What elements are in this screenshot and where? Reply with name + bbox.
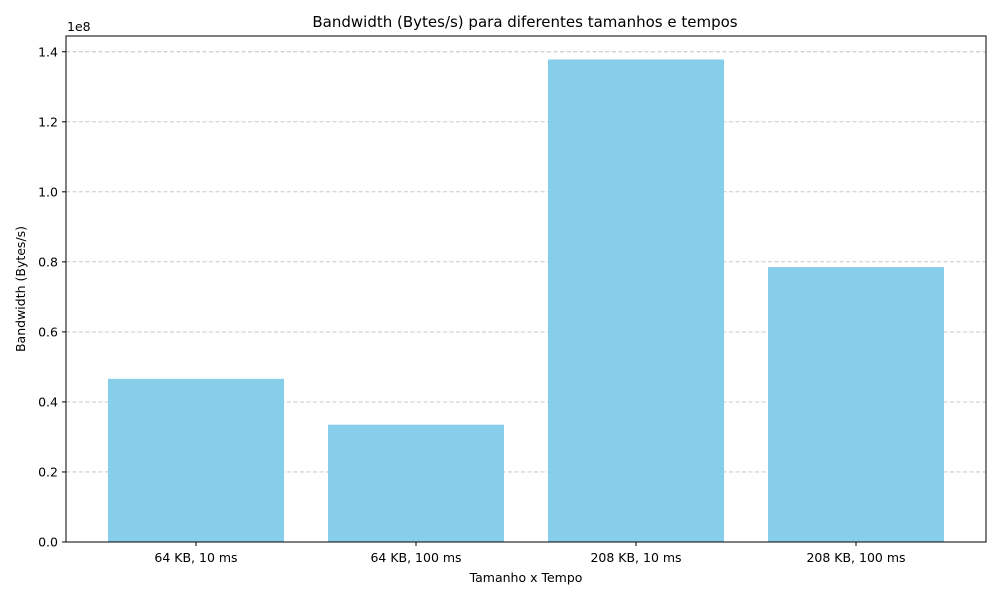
x-axis-ticks: 64 KB, 10 ms 64 KB, 100 ms 208 KB, 10 ms 20… bbox=[154, 542, 906, 565]
y-tick-label: 0.0 bbox=[38, 535, 58, 550]
bar-1 bbox=[108, 378, 284, 542]
y-tick-label: 0.2 bbox=[38, 464, 58, 479]
y-tick-label: 0.8 bbox=[38, 254, 58, 269]
y-axis-ticks: 0.0 0.2 0.4 0.6 0.8 1.0 1.2 1.4 bbox=[38, 44, 66, 550]
bar-2 bbox=[328, 424, 504, 542]
plot-frame bbox=[65, 35, 987, 543]
x-tick-label: 208 KB, 10 ms bbox=[590, 550, 681, 565]
y-axis-label: Bandwidth (Bytes/s) bbox=[13, 226, 28, 352]
y-tick-label: 0.4 bbox=[38, 394, 58, 409]
x-tick-label: 64 KB, 100 ms bbox=[370, 550, 461, 565]
y-tick-label: 1.0 bbox=[38, 184, 58, 199]
bars bbox=[108, 59, 944, 543]
bar-4 bbox=[768, 267, 944, 542]
y-tick-label: 0.6 bbox=[38, 324, 58, 339]
y-tick-label: 1.4 bbox=[38, 44, 58, 59]
y-axis-scale-label: 1e8 bbox=[67, 19, 91, 34]
chart-title: Bandwidth (Bytes/s) para diferentes tama… bbox=[312, 13, 737, 31]
y-tick-label: 1.2 bbox=[38, 114, 58, 129]
x-axis-label: Tamanho x Tempo bbox=[469, 570, 583, 585]
bar-3 bbox=[548, 59, 724, 543]
x-tick-label: 208 KB, 100 ms bbox=[806, 550, 905, 565]
x-tick-label: 64 KB, 10 ms bbox=[154, 550, 237, 565]
